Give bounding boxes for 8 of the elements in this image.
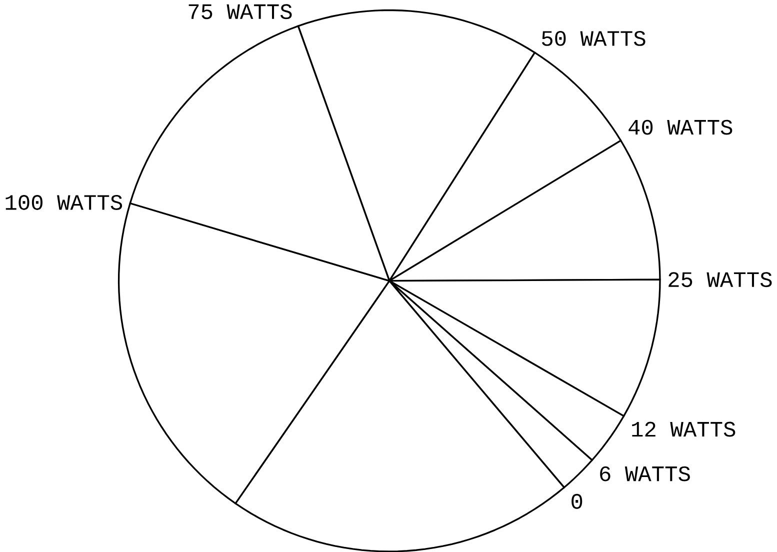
- slice-label: 75 WATTS: [188, 4, 292, 19]
- slice-label: 40 WATTS: [628, 120, 732, 135]
- slice-label: 25 WATTS: [668, 272, 772, 287]
- slice-label: 12 WATTS: [632, 422, 736, 437]
- slice-label: 6 WATTS: [600, 466, 690, 482]
- slice-label: 50 WATTS: [542, 30, 646, 46]
- slice-label: 100 WATTS: [6, 194, 122, 210]
- slice-label: 0: [572, 494, 582, 509]
